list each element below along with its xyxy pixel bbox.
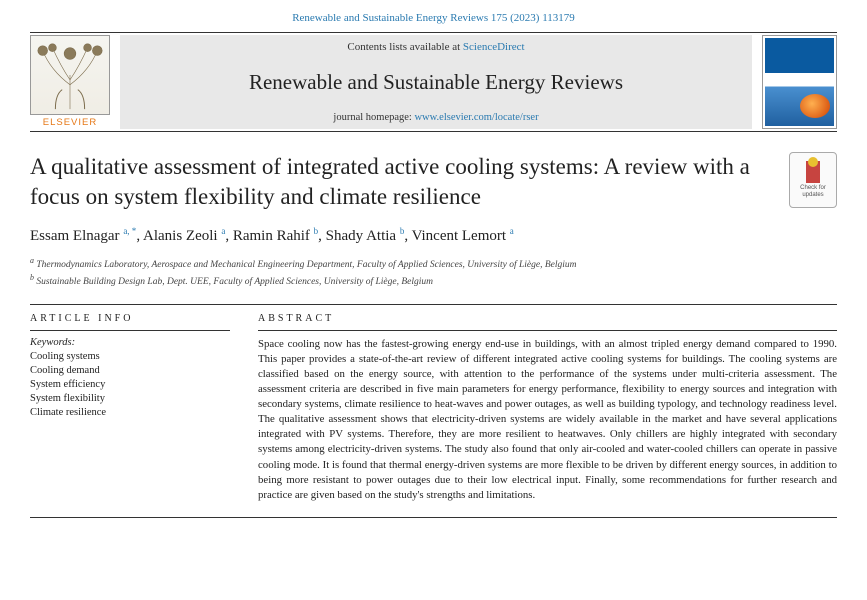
article-title: A qualitative assessment of integrated a…	[30, 152, 777, 212]
author-affil-mark: b	[314, 226, 319, 236]
article-info-col: ARTICLE INFO Keywords: Cooling systemsCo…	[30, 313, 230, 503]
publisher-logo-block: ELSEVIER	[30, 35, 110, 129]
check-updates-label: Check for updates	[800, 185, 826, 198]
author-affil-mark: b	[400, 226, 405, 236]
author-name: Alanis Zeoli	[143, 228, 218, 244]
abstract-body: Space cooling now has the fastest-growin…	[258, 337, 837, 503]
keyword-item: Cooling demand	[30, 364, 230, 378]
journal-cover-thumbnail	[762, 35, 837, 129]
article-info-rule	[30, 330, 230, 331]
affiliation-line: b Sustainable Building Design Lab, Dept.…	[30, 272, 837, 289]
author-affil-mark: a	[221, 226, 225, 236]
homepage-line: journal homepage: www.elsevier.com/locat…	[333, 112, 538, 123]
author-name: Essam Elnagar	[30, 228, 120, 244]
journal-header-box: Contents lists available at ScienceDirec…	[120, 35, 752, 129]
title-row: A qualitative assessment of integrated a…	[30, 152, 837, 226]
keyword-item: System flexibility	[30, 392, 230, 406]
affiliation-line: a Thermodynamics Laboratory, Aerospace a…	[30, 255, 837, 272]
check-updates-l1: Check for	[800, 185, 826, 191]
citation-line: Renewable and Sustainable Energy Reviews…	[30, 12, 837, 24]
author-name: Shady Attia	[326, 228, 396, 244]
check-updates-button[interactable]: Check for updates	[789, 152, 837, 208]
bottom-rule	[30, 517, 837, 518]
keywords-list: Cooling systemsCooling demandSystem effi…	[30, 350, 230, 421]
header-row: ELSEVIER Contents lists available at Sci…	[30, 35, 837, 129]
abstract-col: ABSTRACT Space cooling now has the faste…	[258, 313, 837, 503]
journal-name: Renewable and Sustainable Energy Reviews	[249, 70, 623, 95]
author-affil-mark: a	[510, 226, 514, 236]
affiliations-block: a Thermodynamics Laboratory, Aerospace a…	[30, 255, 837, 290]
mid-rule	[30, 304, 837, 305]
homepage-link[interactable]: www.elsevier.com/locate/rser	[414, 112, 538, 123]
keywords-label: Keywords:	[30, 337, 230, 348]
authors-line: Essam Elnagar a, *, Alanis Zeoli a, Rami…	[30, 226, 837, 245]
check-updates-l2: updates	[802, 192, 823, 198]
article-info-heading: ARTICLE INFO	[30, 313, 230, 324]
contents-available-line: Contents lists available at ScienceDirec…	[347, 41, 524, 53]
header-bottom-rule	[30, 131, 837, 132]
keyword-item: Cooling systems	[30, 350, 230, 364]
contents-prefix: Contents lists available at	[347, 41, 462, 53]
sciencedirect-link[interactable]: ScienceDirect	[463, 41, 525, 53]
keyword-item: System efficiency	[30, 378, 230, 392]
author-name: Ramin Rahif	[233, 228, 310, 244]
abstract-heading: ABSTRACT	[258, 313, 837, 324]
publisher-name: ELSEVIER	[43, 117, 97, 128]
homepage-prefix: journal homepage:	[333, 112, 414, 123]
cover-image-icon	[765, 38, 834, 126]
elsevier-tree-icon	[30, 35, 110, 115]
top-rule	[30, 32, 837, 33]
keyword-item: Climate resilience	[30, 406, 230, 420]
crossmark-ribbon-icon	[806, 161, 820, 183]
author-affil-mark: a, *	[123, 226, 136, 236]
info-abstract-row: ARTICLE INFO Keywords: Cooling systemsCo…	[30, 313, 837, 503]
abstract-rule	[258, 330, 837, 331]
author-name: Vincent Lemort	[412, 228, 506, 244]
